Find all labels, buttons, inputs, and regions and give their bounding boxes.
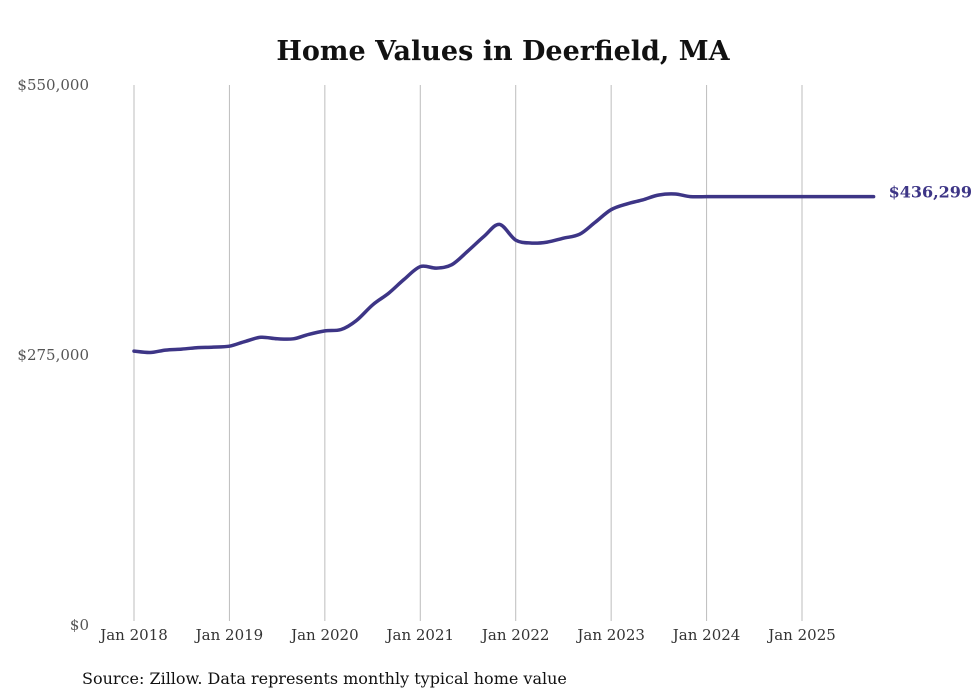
gridlines (133, 85, 803, 621)
x-tick-label-7: Jan 2025 (766, 626, 836, 644)
y-tick-label-0: $0 (70, 616, 89, 634)
x-axis-ticks: Jan 2018 Jan 2019 Jan 2020 Jan 2021 Jan 2022… (98, 626, 836, 644)
x-tick-label-2: Jan 2020 (289, 626, 359, 644)
x-tick-label-4: Jan 2022 (480, 626, 550, 644)
series-layer (132, 192, 876, 355)
y-tick-label-2: $550,000 (17, 76, 89, 94)
series-line-0 (132, 192, 876, 355)
y-axis-ticks: $0 $275,000 $550,000 (17, 76, 89, 634)
x-tick-label-1: Jan 2019 (194, 626, 264, 644)
x-tick-label-0: Jan 2018 (98, 626, 168, 644)
x-tick-label-6: Jan 2024 (671, 626, 741, 644)
source-note: Source: Zillow. Data represents monthly … (82, 669, 567, 688)
y-tick-label-1: $275,000 (17, 346, 89, 364)
chart-title: Home Values in Deerfield, MA (276, 36, 730, 67)
x-tick-label-5: Jan 2023 (575, 626, 645, 644)
x-tick-label-3: Jan 2021 (385, 626, 455, 644)
end-value-label: $436,299 (889, 183, 973, 202)
